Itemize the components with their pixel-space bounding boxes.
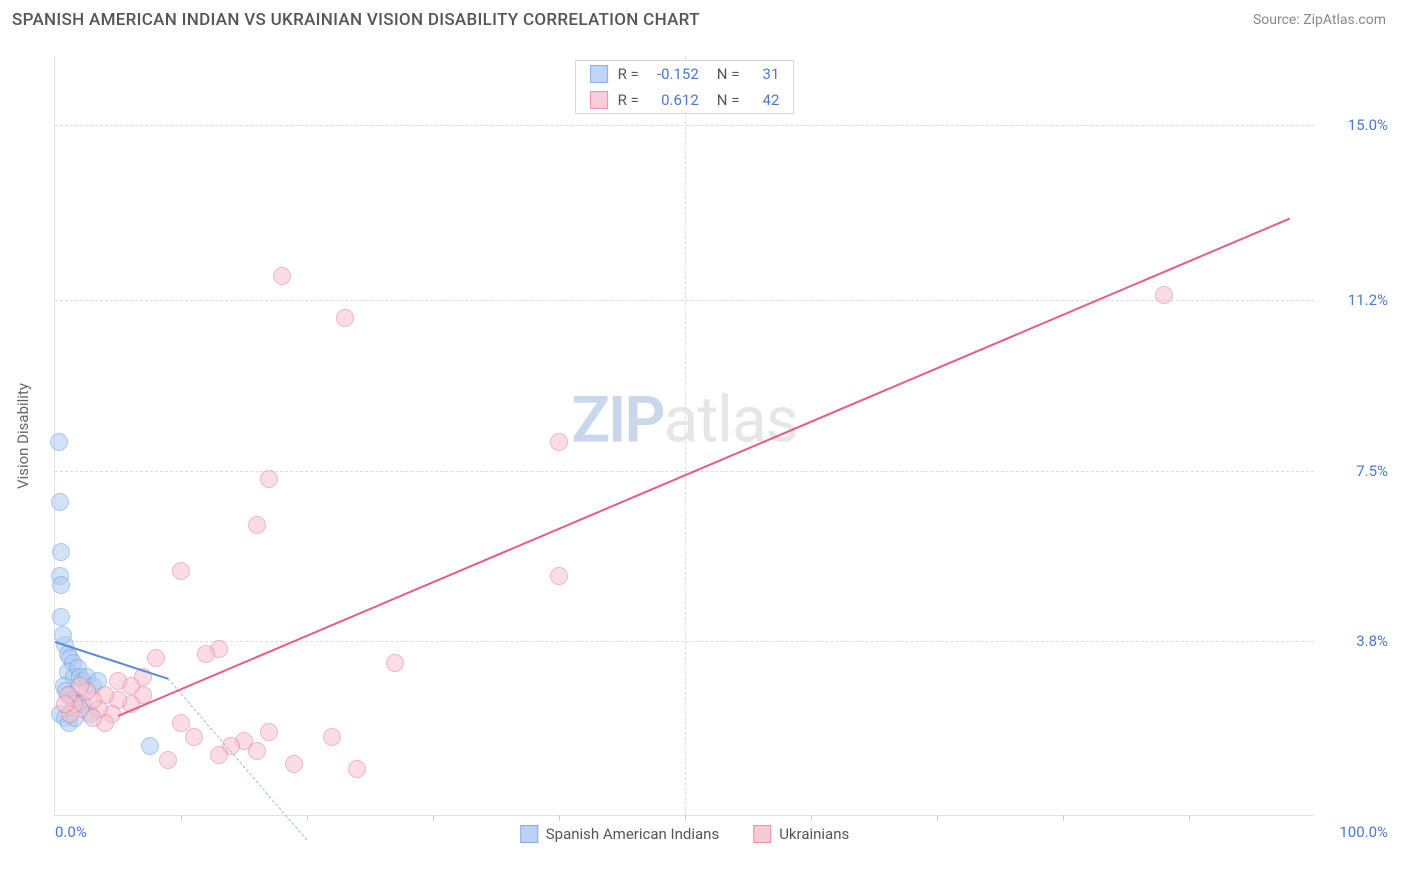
correlation-legend: R = -0.152 N = 31 R = 0.612 N = 42 xyxy=(575,60,795,114)
scatter-point xyxy=(52,576,70,594)
chart-title: SPANISH AMERICAN INDIAN VS UKRAINIAN VIS… xyxy=(12,10,700,30)
r-label: R = xyxy=(618,91,639,109)
r-value: -0.152 xyxy=(649,65,699,83)
r-value: 0.612 xyxy=(649,91,699,109)
correlation-legend-row: R = -0.152 N = 31 xyxy=(576,61,794,87)
x-tick-mark xyxy=(811,815,812,821)
scatter-point xyxy=(348,760,366,778)
scatter-point xyxy=(260,723,278,741)
scatter-chart: Vision Disability ZIPatlas 3.8%7.5%11.2%… xyxy=(54,56,1314,816)
y-tick-label: 11.2% xyxy=(1324,291,1388,309)
scatter-point xyxy=(285,755,303,773)
scatter-point xyxy=(197,645,215,663)
series-legend-item: Spanish American Indians xyxy=(520,825,719,843)
scatter-point xyxy=(550,433,568,451)
y-tick-label: 15.0% xyxy=(1324,116,1388,134)
x-tick-mark xyxy=(1063,815,1064,821)
correlation-legend-row: R = 0.612 N = 42 xyxy=(576,87,794,113)
legend-swatch xyxy=(520,825,538,843)
scatter-point xyxy=(550,567,568,585)
x-tick-mark xyxy=(307,815,308,821)
legend-swatch xyxy=(590,91,608,109)
scatter-point xyxy=(273,267,291,285)
scatter-point xyxy=(51,493,69,511)
n-label: N = xyxy=(717,91,740,109)
scatter-point xyxy=(56,695,74,713)
scatter-point xyxy=(1155,286,1173,304)
scatter-point xyxy=(336,309,354,327)
chart-source: Source: ZipAtlas.com xyxy=(1253,12,1386,28)
gridline-vertical xyxy=(685,56,686,815)
x-tick-mark xyxy=(181,815,182,821)
scatter-point xyxy=(109,672,127,690)
scatter-point xyxy=(172,714,190,732)
r-label: R = xyxy=(618,65,639,83)
x-tick-mark xyxy=(1189,815,1190,821)
y-tick-label: 7.5% xyxy=(1324,462,1388,480)
legend-swatch xyxy=(753,825,771,843)
scatter-point xyxy=(260,470,278,488)
scatter-point xyxy=(386,654,404,672)
x-axis-start-label: 0.0% xyxy=(55,823,87,841)
y-axis-label: Vision Disability xyxy=(14,383,32,489)
scatter-point xyxy=(52,608,70,626)
scatter-point xyxy=(210,746,228,764)
scatter-point xyxy=(323,728,341,746)
series-legend-item: Ukrainians xyxy=(753,825,849,843)
scatter-point xyxy=(172,562,190,580)
scatter-point xyxy=(141,737,159,755)
y-tick-label: 3.8% xyxy=(1324,632,1388,650)
n-value: 31 xyxy=(749,65,779,83)
series-legend-label: Spanish American Indians xyxy=(546,825,719,843)
n-label: N = xyxy=(717,65,740,83)
scatter-point xyxy=(248,742,266,760)
scatter-point xyxy=(50,433,68,451)
scatter-point xyxy=(159,751,177,769)
chart-header: SPANISH AMERICAN INDIAN VS UKRAINIAN VIS… xyxy=(0,0,1406,38)
x-tick-mark xyxy=(433,815,434,821)
n-value: 42 xyxy=(749,91,779,109)
scatter-point xyxy=(147,649,165,667)
x-tick-mark xyxy=(937,815,938,821)
x-tick-mark xyxy=(685,815,686,821)
scatter-point xyxy=(185,728,203,746)
x-tick-mark xyxy=(559,815,560,821)
scatter-point xyxy=(248,516,266,534)
legend-swatch xyxy=(590,65,608,83)
series-legend: Spanish American Indians Ukrainians xyxy=(520,825,849,843)
x-axis-end-label: 100.0% xyxy=(1339,823,1388,841)
scatter-point xyxy=(52,543,70,561)
series-legend-label: Ukrainians xyxy=(779,825,849,843)
